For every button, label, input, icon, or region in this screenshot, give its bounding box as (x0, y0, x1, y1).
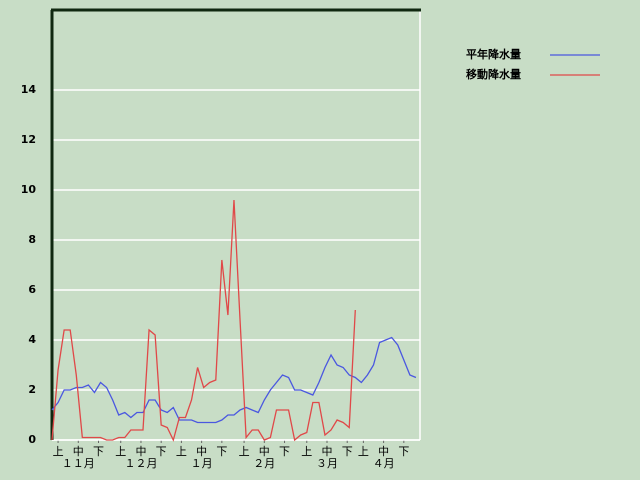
x-tick-label: 下 (93, 445, 104, 458)
month-label: １２月 (124, 457, 157, 470)
x-tick-label: 上 (53, 445, 64, 458)
x-tick-label: 中 (135, 445, 146, 458)
legend-label: 移動降水量 (466, 67, 521, 81)
x-tick-label: 上 (301, 445, 312, 458)
x-tick-label: 中 (73, 445, 84, 458)
x-tick-label: 中 (196, 445, 207, 458)
x-tick-label: 上 (115, 445, 126, 458)
y-tick-label: 8 (28, 233, 36, 246)
x-tick-label: 下 (342, 445, 353, 458)
x-tick-label: 下 (279, 445, 290, 458)
y-tick-label: 12 (21, 133, 36, 146)
month-label: ３月 (316, 457, 338, 470)
x-tick-label: 下 (216, 445, 227, 458)
x-tick-label: 上 (176, 445, 187, 458)
series-line (51, 199, 356, 442)
x-tick-label: 中 (321, 445, 332, 458)
y-tick-label: 2 (28, 383, 36, 396)
y-tick-label: 10 (21, 183, 37, 196)
x-tick-label: 下 (398, 445, 409, 458)
x-tick-label: 下 (156, 445, 167, 458)
x-tick-label: 上 (358, 445, 369, 458)
y-tick-label: 6 (28, 283, 36, 296)
y-tick-label: 4 (28, 333, 36, 346)
y-tick-label: 14 (21, 83, 37, 96)
month-label: ２月 (253, 457, 275, 470)
y-tick-label: 0 (28, 433, 36, 446)
x-tick-label: 中 (378, 445, 389, 458)
x-tick-label: 中 (259, 445, 270, 458)
legend-label: 平年降水量 (466, 47, 521, 61)
month-label: １１月 (62, 457, 95, 470)
month-label: １月 (191, 457, 213, 470)
month-label: ４月 (373, 457, 395, 470)
x-tick-label: 上 (239, 445, 250, 458)
series-line (51, 336, 417, 424)
